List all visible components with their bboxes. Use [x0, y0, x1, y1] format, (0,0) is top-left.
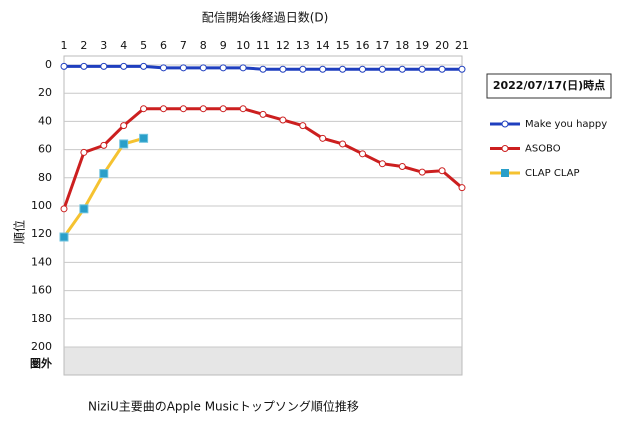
legend-marker	[501, 169, 509, 177]
point	[359, 65, 366, 73]
point	[140, 105, 148, 113]
point	[199, 64, 207, 72]
point	[120, 62, 128, 70]
x-tick-label: 19	[415, 39, 429, 52]
point	[418, 65, 426, 73]
y-tick-label: 40	[38, 114, 52, 127]
y-tick-label: 20	[38, 86, 52, 99]
point	[99, 169, 109, 179]
point	[438, 167, 446, 175]
point	[378, 65, 386, 73]
y-axis-label: 順位	[12, 220, 27, 244]
y-tick-label: 160	[31, 284, 52, 297]
y-tick-label: 140	[31, 255, 52, 268]
y-tick-label: 80	[38, 171, 52, 184]
x-tick-label: 4	[120, 39, 127, 52]
point	[179, 64, 187, 72]
out-of-range-label: 圏外	[30, 356, 52, 370]
point	[259, 65, 267, 73]
point	[100, 62, 108, 70]
point	[120, 122, 128, 130]
caption: NiziU主要曲のApple Musicトップソング順位推移	[88, 399, 359, 414]
point	[458, 65, 466, 73]
point	[139, 133, 149, 143]
x-tick-label: 15	[336, 39, 350, 52]
point	[319, 65, 327, 73]
point	[160, 64, 167, 72]
point	[378, 160, 386, 168]
x-tick-label: 9	[220, 39, 227, 52]
point	[80, 148, 88, 156]
y-tick-label: 180	[31, 312, 52, 325]
y-tick-label: 120	[31, 227, 52, 240]
point	[319, 134, 327, 142]
point	[259, 110, 267, 118]
point	[398, 163, 406, 171]
x-tick-label: 6	[160, 39, 167, 52]
point	[60, 62, 68, 70]
point	[398, 65, 406, 73]
x-tick-label: 12	[276, 39, 290, 52]
x-tick-label: 21	[455, 39, 469, 52]
point	[239, 105, 247, 113]
point	[418, 168, 426, 176]
point	[100, 141, 108, 149]
legend-marker	[501, 120, 509, 128]
x-tick-label: 13	[296, 39, 310, 52]
point	[179, 105, 187, 113]
x-tick-label: 18	[395, 39, 409, 52]
y-tick-label: 0	[45, 58, 52, 71]
x-tick-label: 1	[61, 39, 68, 52]
point	[119, 139, 129, 149]
x-tick-label: 11	[256, 39, 270, 52]
point	[299, 122, 307, 130]
chart-title: 配信開始後経過日数(D)	[202, 10, 329, 25]
point	[339, 140, 347, 148]
x-tick-label: 10	[236, 39, 250, 52]
plot-frame	[63, 55, 463, 376]
point	[279, 65, 287, 73]
legend-marker	[501, 145, 509, 152]
legend-label: ASOBO	[525, 144, 561, 155]
x-tick-label: 20	[435, 39, 449, 52]
point	[199, 105, 207, 113]
x-tick-label: 2	[80, 39, 87, 52]
y-tick-label: 60	[38, 143, 52, 156]
x-tick-label: 17	[375, 39, 389, 52]
point	[219, 105, 227, 113]
point	[219, 64, 227, 72]
point	[438, 65, 446, 73]
x-tick-label: 5	[140, 39, 147, 52]
point	[239, 64, 247, 72]
point	[59, 232, 69, 242]
x-tick-label: 8	[200, 39, 207, 52]
point	[299, 65, 307, 73]
x-tick-label: 16	[356, 39, 370, 52]
x-tick-label: 14	[316, 39, 330, 52]
point	[458, 184, 466, 192]
out-of-range-band	[64, 347, 462, 375]
x-tick-label: 3	[100, 39, 107, 52]
series-line	[62, 136, 145, 238]
point	[359, 150, 366, 158]
point	[140, 62, 148, 70]
x-tick-label: 7	[180, 39, 187, 52]
point	[80, 62, 88, 70]
legend-label: Make you happy	[525, 119, 607, 130]
legend-label: CLAP CLAP	[525, 168, 580, 179]
point	[279, 116, 287, 124]
y-tick-label: 100	[31, 199, 52, 212]
point	[79, 204, 89, 214]
point	[60, 205, 68, 213]
point	[339, 65, 347, 73]
annotation-box	[486, 73, 612, 99]
annotation: 2022/07/17(日)時点	[493, 78, 605, 92]
point	[160, 105, 167, 113]
y-tick-label: 200	[31, 340, 52, 353]
